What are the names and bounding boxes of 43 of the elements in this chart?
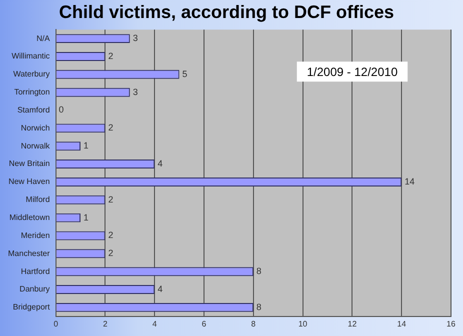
- y-tick-label: Torrington: [14, 88, 50, 97]
- y-tick-label: Milford: [26, 195, 50, 204]
- data-label: 2: [108, 50, 114, 61]
- y-tick-label: Waterbury: [13, 70, 50, 79]
- y-tick-label: Norwalk: [20, 141, 51, 150]
- x-tick-label: 16: [446, 319, 456, 328]
- y-tick-label: Stamford: [17, 105, 50, 114]
- annotation: 1/2009 - 12/2010: [306, 64, 398, 79]
- y-tick-label: New Haven: [8, 177, 50, 186]
- data-label: 2: [108, 122, 114, 133]
- y-tick-label: New Britain: [8, 159, 50, 168]
- y-tick-label: Bridgeport: [12, 302, 51, 312]
- x-tick-label: 10: [298, 319, 308, 328]
- x-tick-label: 4: [152, 319, 158, 328]
- data-label: 0: [58, 104, 64, 115]
- y-tick-label: Norwich: [20, 123, 50, 132]
- data-label: 2: [108, 194, 114, 204]
- data-label: 3: [132, 33, 138, 44]
- y-tick-label: Meriden: [20, 230, 50, 240]
- data-label: 5: [182, 68, 188, 79]
- data-label: 8: [256, 266, 262, 276]
- data-label: 8: [256, 302, 262, 312]
- data-label: 1: [83, 140, 89, 151]
- x-tick-label: 0: [54, 319, 59, 328]
- y-tick-label: Danbury: [20, 284, 50, 294]
- chart-title: Child victims, according to DCF offices: [58, 2, 394, 22]
- data-label: 2: [108, 248, 114, 258]
- data-label: 2: [108, 230, 114, 240]
- x-tick-label: 8: [251, 319, 256, 328]
- data-label: 14: [404, 176, 415, 186]
- y-tick-label: N/A: [36, 34, 50, 43]
- x-tick-label: 12: [348, 319, 358, 328]
- data-label: 3: [132, 86, 138, 97]
- data-label: 4: [158, 284, 163, 294]
- y-tick-label: Willimantic: [12, 52, 50, 61]
- data-label: 4: [158, 158, 163, 169]
- y-tick-label: Middletown: [9, 213, 50, 222]
- x-tick-label: 2: [102, 319, 108, 328]
- y-tick-label: Manchester: [8, 248, 50, 258]
- x-tick-label: 6: [202, 319, 207, 328]
- data-label: 1: [83, 212, 89, 222]
- y-tick-label: Hartford: [20, 266, 50, 276]
- x-tick-label: 14: [397, 319, 407, 328]
